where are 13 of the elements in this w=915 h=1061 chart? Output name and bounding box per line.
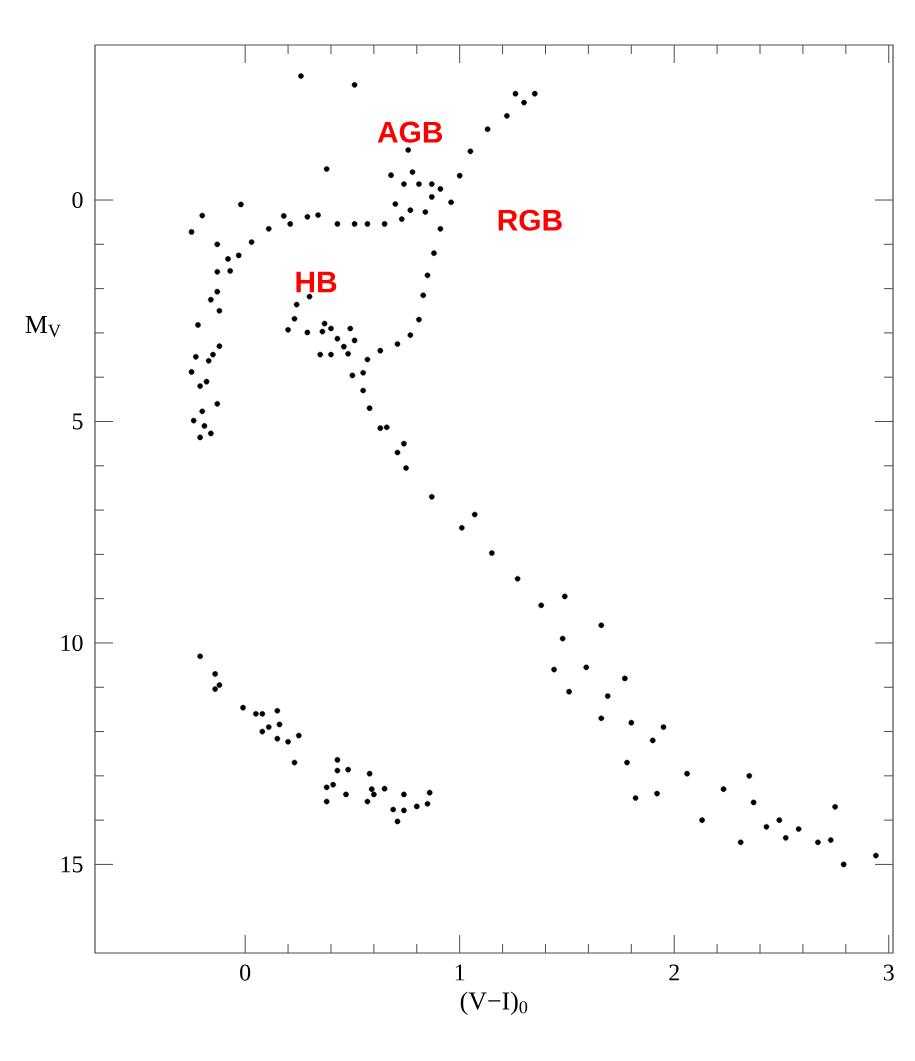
y-tick-label: 10	[61, 634, 83, 652]
x-tick-label: 3	[883, 964, 894, 981]
x-tick-label: 1	[455, 964, 465, 981]
x-tick-label: 0	[240, 964, 251, 981]
y-axis-title: M$_{V}$	[25, 316, 61, 337]
y-tick-label: 15	[61, 856, 83, 873]
y-tick-label: 0	[72, 191, 83, 209]
x-axis-title: (V−I)$_{0}$	[460, 991, 528, 1015]
y-tick-label: 5	[72, 413, 83, 430]
x-tick-label: 2	[669, 964, 679, 981]
annotation: RGB	[498, 209, 562, 231]
annotation: AGB	[377, 121, 443, 143]
annotation: HB	[296, 271, 337, 293]
